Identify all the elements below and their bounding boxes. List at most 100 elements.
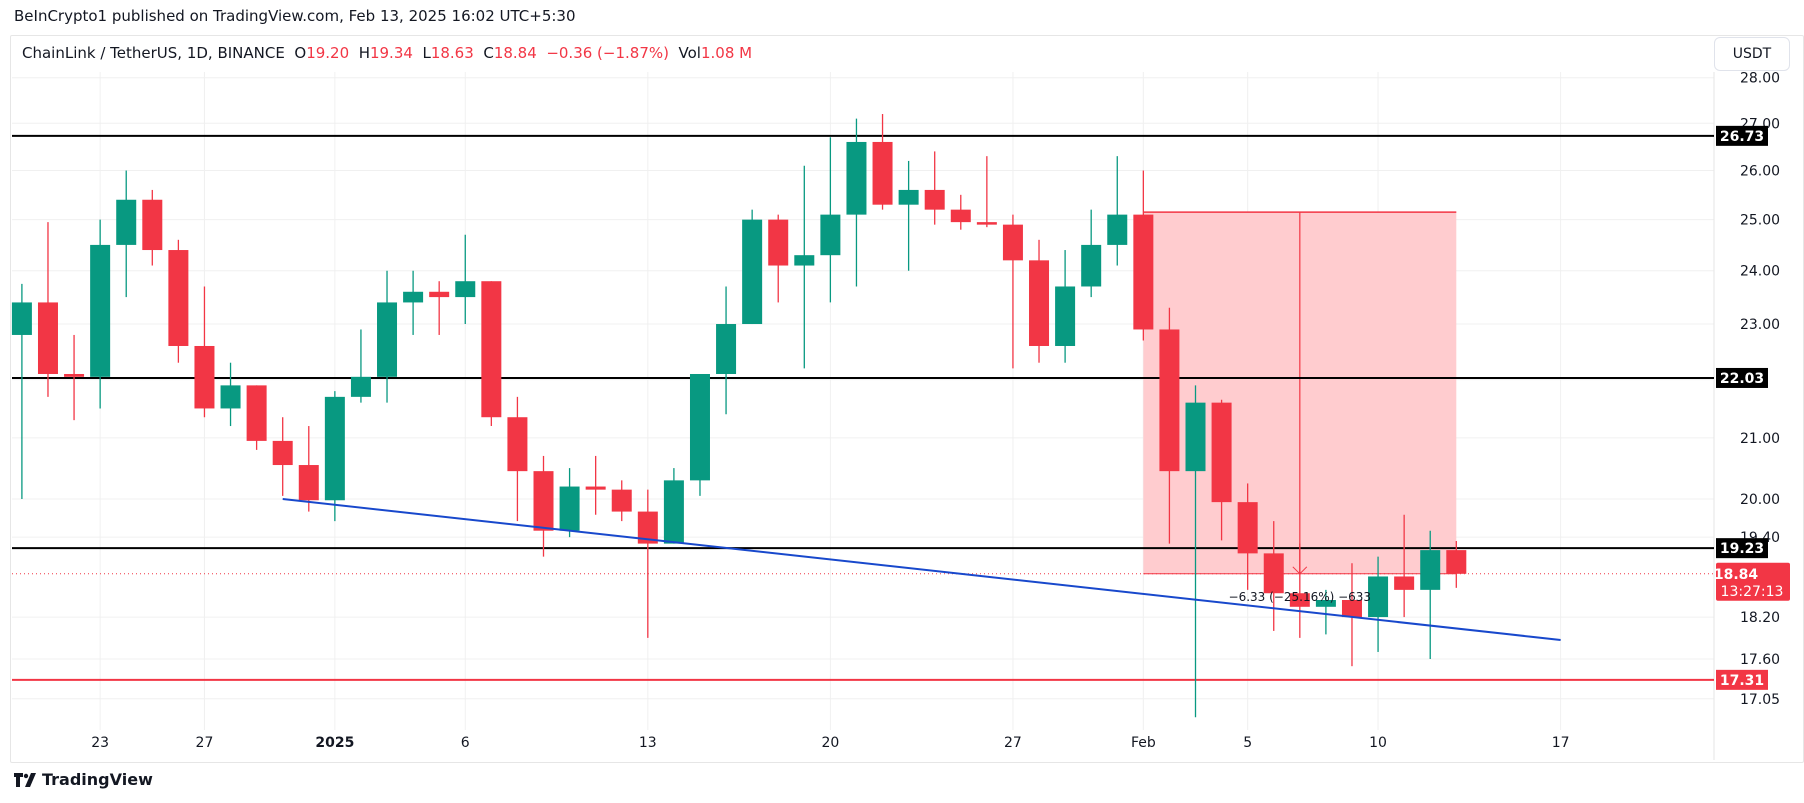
candle-body <box>872 141 893 205</box>
candle-body <box>324 396 345 501</box>
candle <box>142 189 163 266</box>
date-tick-label: Feb <box>1131 735 1156 751</box>
candle-body <box>976 222 997 225</box>
candle <box>1211 399 1232 541</box>
candle-body <box>533 471 554 531</box>
volume-value: 1.08 M <box>700 44 753 62</box>
candle-body <box>64 373 85 377</box>
candle <box>1055 250 1076 363</box>
candle <box>481 281 502 427</box>
date-tick-label: 5 <box>1243 735 1252 751</box>
candle <box>716 286 737 415</box>
candle <box>377 270 398 403</box>
date-tick-label: 27 <box>1004 735 1022 751</box>
candle-body <box>1002 224 1023 261</box>
candle <box>950 194 971 230</box>
candle-body <box>246 385 267 441</box>
candle-body <box>1185 402 1206 472</box>
level-price-label: 19.23 <box>1720 541 1764 557</box>
candle <box>455 234 476 325</box>
change-value: −0.36 (−1.87%) <box>546 44 669 62</box>
candle-body <box>1211 402 1232 503</box>
candle <box>768 214 789 303</box>
low-label: L <box>422 44 431 62</box>
candle-body <box>1263 553 1284 594</box>
footer-brand[interactable]: TradingView <box>14 770 153 789</box>
close-label: C <box>483 44 494 62</box>
brand-name: TradingView <box>42 770 153 789</box>
last-price-badge <box>1716 562 1790 601</box>
candle <box>1394 514 1415 618</box>
level-price-label: 26.73 <box>1720 129 1764 145</box>
candle <box>507 396 528 522</box>
symbol-name[interactable]: ChainLink / TetherUS, 1D, BINANCE <box>22 44 285 62</box>
candle <box>246 385 267 450</box>
date-tick-label: 20 <box>821 735 839 751</box>
candle <box>585 455 606 515</box>
candle-body <box>168 250 189 346</box>
candle-body <box>481 281 502 418</box>
last-price-label: 18.84 <box>1714 567 1759 583</box>
candle-body <box>1107 214 1128 245</box>
candle <box>116 170 137 298</box>
candle-body <box>377 302 398 377</box>
candle-body <box>1341 599 1362 618</box>
candle <box>1237 483 1258 590</box>
date-tick-label: 6 <box>461 735 470 751</box>
candle-body <box>1055 286 1076 346</box>
candle <box>11 283 32 499</box>
candle <box>168 239 189 363</box>
candle-body <box>794 255 815 266</box>
candle <box>559 468 580 538</box>
candle-body <box>846 141 867 215</box>
price-tick-label: 21.00 <box>1740 431 1780 447</box>
candle-body <box>272 440 293 466</box>
candle <box>1289 543 1310 638</box>
currency-button[interactable]: USDT <box>1714 37 1790 71</box>
candle-body <box>1420 550 1441 590</box>
candle <box>350 329 371 403</box>
price-tick-label: 26.00 <box>1740 164 1780 180</box>
candle-body <box>924 189 945 210</box>
high-value: 19.34 <box>369 44 413 62</box>
candle <box>220 362 241 427</box>
candle <box>1315 589 1336 635</box>
level-price-label: 17.31 <box>1720 673 1764 689</box>
candle <box>64 334 85 421</box>
candle <box>272 417 293 496</box>
candle-body <box>820 214 841 256</box>
date-tick-label: 17 <box>1552 735 1570 751</box>
volume-label: Vol <box>678 44 701 62</box>
candle <box>1029 239 1050 363</box>
open-value: 19.20 <box>306 44 350 62</box>
candle-body <box>1368 576 1389 618</box>
price-tick-label: 18.20 <box>1740 610 1780 626</box>
candle-body <box>37 302 58 374</box>
candle <box>976 156 997 228</box>
candle-body <box>507 417 528 472</box>
level-price-badge <box>1716 538 1768 559</box>
candle-body <box>429 291 450 298</box>
candle-body <box>194 345 215 409</box>
candle-body <box>220 385 241 409</box>
candle <box>533 455 554 557</box>
candle <box>872 114 893 210</box>
candle <box>846 118 867 287</box>
candle-body <box>742 219 763 325</box>
date-tick-label: 2025 <box>315 735 354 751</box>
candle <box>324 391 345 522</box>
trendline <box>282 498 1561 641</box>
candle-body <box>1289 593 1310 607</box>
candle <box>1263 521 1284 631</box>
candle <box>689 373 710 496</box>
candle <box>37 222 58 397</box>
candle-body <box>1315 599 1336 607</box>
date-tick-label: 10 <box>1369 735 1387 751</box>
candle-body <box>1237 502 1258 554</box>
candle-body <box>689 373 710 481</box>
level-price-badge <box>1716 367 1768 388</box>
candle-body <box>1446 550 1467 574</box>
candle-body <box>950 209 971 223</box>
candle-body <box>1029 260 1050 346</box>
